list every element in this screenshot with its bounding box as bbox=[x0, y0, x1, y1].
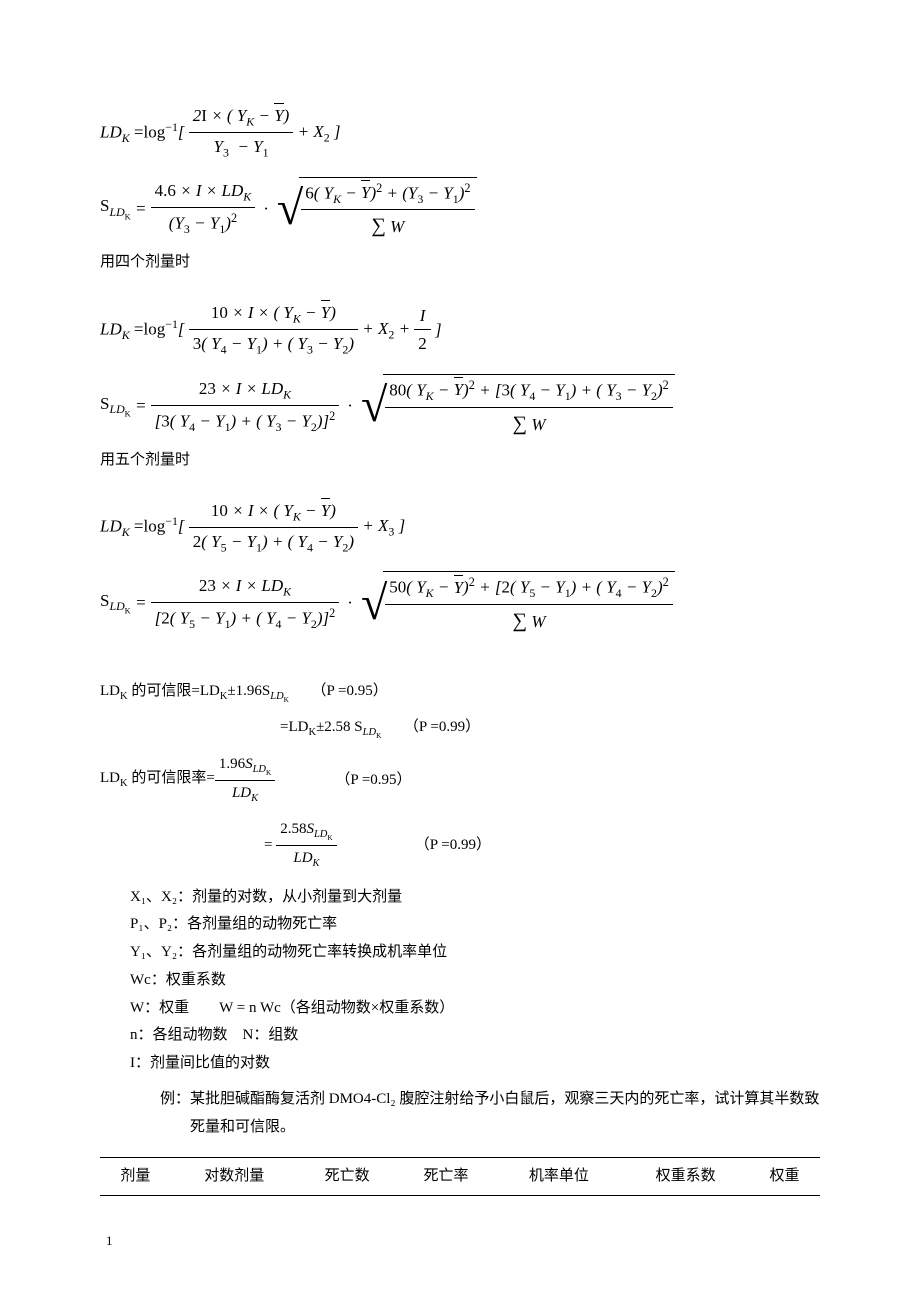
def-item: W：权重 W = n Wc（各组动物数×权重系数） bbox=[130, 995, 820, 1023]
def-item: X₁、X₂：剂量的对数，从小剂量到大剂量 bbox=[130, 884, 820, 912]
table-header: 机率单位 bbox=[495, 1158, 622, 1196]
table-header: 死亡率 bbox=[397, 1158, 496, 1196]
confidence-limit-line1: LDK 的可信限=LDK±1.96SLDK （P =0.95） bbox=[100, 681, 820, 705]
table-header: 对数剂量 bbox=[171, 1158, 298, 1196]
formula-s-4dose: SLDK = 23 × I × LDK [3( Y4 − Y1) + ( Y3 … bbox=[100, 372, 820, 439]
table-header: 死亡数 bbox=[298, 1158, 397, 1196]
formula-ld-4dose: LDK =log−1[ 10 × I × ( YK − Y) 3( Y4 − Y… bbox=[100, 301, 820, 358]
def-item: n：各组动物数 N：组数 bbox=[130, 1022, 820, 1050]
def-item: Y₁、Y₂：各剂量组的动物死亡率转换成机率单位 bbox=[130, 939, 820, 967]
formula-ld-3dose: LDK =log−1[ 2I × ( YK − Y) Y3 − Y1 + X2 … bbox=[100, 104, 820, 161]
def-item: Wc：权重系数 bbox=[130, 967, 820, 995]
confidence-limit-line2: =LDK±2.58 SLDK （P =0.99） bbox=[280, 717, 820, 741]
def-item: P₁、P₂：各剂量组的动物死亡率 bbox=[130, 911, 820, 939]
example-text: 例：某批胆碱酯酶复活剂 DMO4-Cl₂ 腹腔注射给予小白鼠后，观察三天内的死亡… bbox=[160, 1086, 820, 1142]
formula-s-5dose: SLDK = 23 × I × LDK [2( Y5 − Y1) + ( Y4 … bbox=[100, 570, 820, 637]
table-header-row: 剂量 对数剂量 死亡数 死亡率 机率单位 权重系数 权重 bbox=[100, 1158, 820, 1196]
definitions-list: X₁、X₂：剂量的对数，从小剂量到大剂量 P₁、P₂：各剂量组的动物死亡率 Y₁… bbox=[130, 884, 820, 1078]
formula-ld-5dose: LDK =log−1[ 10 × I × ( YK − Y) 2( Y5 − Y… bbox=[100, 499, 820, 556]
confidence-rate-line2: = 2.58SLDK LDK （P =0.99） bbox=[264, 819, 820, 872]
page-number: 1 bbox=[106, 1232, 820, 1250]
document-page: LDK =log−1[ 2I × ( YK − Y) Y3 − Y1 + X2 … bbox=[0, 0, 920, 1291]
formula-s-3dose: SLDK = 4.6 × I × LDK (Y3 − Y1)2 · √ 6( Y… bbox=[100, 175, 820, 242]
def-item: I：剂量间比值的对数 bbox=[130, 1050, 820, 1078]
data-table: 剂量 对数剂量 死亡数 死亡率 机率单位 权重系数 权重 bbox=[100, 1157, 820, 1196]
table-header: 权重 bbox=[749, 1158, 820, 1196]
confidence-rate-line1: LDK 的可信限率= 1.96SLDK LDK （P =0.95） bbox=[100, 754, 820, 807]
table-header: 权重系数 bbox=[622, 1158, 749, 1196]
caption-five-dose: 用五个剂量时 bbox=[100, 450, 820, 471]
caption-four-dose: 用四个剂量时 bbox=[100, 252, 820, 273]
table-header: 剂量 bbox=[100, 1158, 171, 1196]
